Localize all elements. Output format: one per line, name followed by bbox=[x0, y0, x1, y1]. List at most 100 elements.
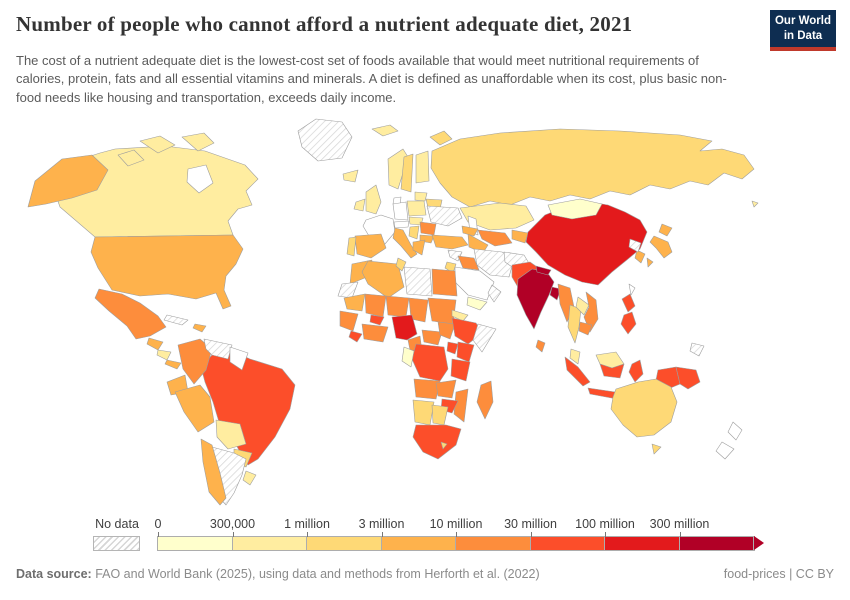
country-peru[interactable] bbox=[174, 384, 215, 433]
country-uruguay[interactable] bbox=[242, 470, 257, 486]
country-cote-divoire-ghana[interactable] bbox=[361, 323, 389, 343]
country-colombia[interactable] bbox=[177, 338, 213, 385]
country-libya[interactable] bbox=[403, 266, 433, 297]
no-data-swatch[interactable] bbox=[93, 536, 140, 551]
country-kyrgyzstan-tajikistan[interactable] bbox=[511, 229, 529, 244]
country-iran[interactable] bbox=[473, 248, 515, 278]
country-south-africa[interactable] bbox=[412, 424, 462, 460]
country-finland[interactable] bbox=[415, 150, 430, 184]
country-kenya[interactable] bbox=[456, 341, 475, 363]
country-north-korea[interactable] bbox=[628, 238, 642, 253]
country-canada[interactable] bbox=[139, 135, 176, 154]
owid-logo[interactable]: Our World in Data bbox=[770, 10, 836, 51]
country-lesotho[interactable] bbox=[440, 441, 448, 450]
country-venezuela[interactable] bbox=[203, 338, 233, 360]
license-link[interactable]: food-prices | CC BY bbox=[723, 567, 834, 581]
country-cambodia[interactable] bbox=[578, 321, 593, 336]
country-mozambique[interactable] bbox=[453, 388, 469, 423]
country-taiwan[interactable] bbox=[628, 283, 636, 296]
country-bangladesh[interactable] bbox=[549, 286, 562, 301]
legend-bin[interactable] bbox=[679, 537, 754, 550]
country-ukraine[interactable] bbox=[426, 205, 463, 227]
country-mauritania[interactable] bbox=[343, 293, 366, 312]
country-switzerland-austria[interactable] bbox=[393, 220, 410, 229]
country-angola[interactable] bbox=[413, 378, 441, 400]
country-brazil[interactable] bbox=[200, 348, 296, 466]
country-ireland[interactable] bbox=[353, 198, 366, 212]
country-south-sudan[interactable] bbox=[437, 321, 456, 340]
country-baltics[interactable] bbox=[414, 191, 428, 202]
country-russia[interactable] bbox=[430, 128, 755, 208]
country-japan[interactable] bbox=[646, 257, 654, 268]
country-mexico[interactable] bbox=[94, 288, 167, 340]
legend-bin[interactable] bbox=[605, 537, 680, 550]
country-canada[interactable] bbox=[117, 149, 145, 167]
country-mali[interactable] bbox=[364, 293, 387, 318]
country-central-african-republic[interactable] bbox=[421, 329, 443, 346]
country-tanzania[interactable] bbox=[450, 358, 471, 382]
country-laos[interactable] bbox=[575, 296, 590, 316]
country-romania[interactable] bbox=[419, 221, 437, 236]
legend-bin[interactable] bbox=[456, 537, 531, 550]
country-greece[interactable] bbox=[412, 239, 426, 256]
country-nepal[interactable] bbox=[535, 265, 552, 276]
country-gabon-congo[interactable] bbox=[401, 346, 415, 368]
country-new-zealand[interactable] bbox=[715, 441, 735, 460]
country-portugal[interactable] bbox=[346, 236, 357, 257]
country-fiji[interactable] bbox=[751, 200, 759, 208]
country-oman[interactable] bbox=[487, 284, 502, 303]
country-philippines[interactable] bbox=[620, 311, 637, 335]
country-greenland[interactable] bbox=[297, 118, 353, 162]
country-sweden[interactable] bbox=[400, 153, 414, 193]
country-turkey[interactable] bbox=[431, 234, 469, 250]
country-vietnam[interactable] bbox=[583, 291, 599, 333]
legend-bin[interactable] bbox=[381, 537, 456, 550]
country-spain[interactable] bbox=[354, 233, 387, 259]
country-nigeria[interactable] bbox=[391, 314, 418, 341]
country-uzbekistan[interactable] bbox=[477, 229, 513, 247]
country-italy[interactable] bbox=[392, 227, 418, 259]
country-solomon[interactable] bbox=[689, 342, 705, 357]
country-tunisia[interactable] bbox=[395, 257, 407, 272]
country-guatemala[interactable] bbox=[146, 337, 164, 351]
country-botswana[interactable] bbox=[431, 404, 449, 426]
country-iraq[interactable] bbox=[457, 255, 480, 271]
country-indonesia-kalimantan[interactable] bbox=[599, 363, 625, 379]
country-caucasus[interactable] bbox=[461, 225, 479, 237]
country-somalia[interactable] bbox=[472, 323, 497, 353]
country-namibia[interactable] bbox=[412, 399, 435, 426]
country-australia-tasmania[interactable] bbox=[651, 443, 662, 455]
country-cuba[interactable] bbox=[163, 314, 189, 326]
country-uk[interactable] bbox=[365, 184, 382, 215]
country-russia[interactable] bbox=[429, 130, 453, 146]
country-syria[interactable] bbox=[447, 249, 463, 262]
country-indonesia-sumatra[interactable] bbox=[564, 356, 591, 387]
legend-bin[interactable] bbox=[530, 537, 605, 550]
country-zambia[interactable] bbox=[435, 379, 457, 399]
country-japan[interactable] bbox=[649, 235, 673, 259]
country-usa[interactable] bbox=[90, 234, 244, 310]
country-germany[interactable] bbox=[392, 201, 409, 221]
country-iceland[interactable] bbox=[342, 169, 359, 183]
country-india[interactable] bbox=[516, 268, 555, 330]
country-chile[interactable] bbox=[200, 438, 227, 506]
legend-bin[interactable] bbox=[232, 537, 307, 550]
country-south-korea[interactable] bbox=[634, 249, 646, 264]
country-drc[interactable] bbox=[411, 343, 449, 382]
country-svalbard[interactable] bbox=[371, 124, 399, 137]
country-australia[interactable] bbox=[610, 378, 678, 438]
country-poland[interactable] bbox=[406, 200, 427, 217]
country-egypt[interactable] bbox=[431, 268, 458, 297]
country-japan[interactable] bbox=[658, 223, 673, 237]
country-mongolia[interactable] bbox=[547, 198, 603, 220]
country-sri-lanka[interactable] bbox=[535, 339, 546, 353]
country-thailand[interactable] bbox=[567, 304, 582, 344]
legend-bin[interactable] bbox=[307, 537, 382, 550]
country-senegal-guinea[interactable] bbox=[339, 310, 359, 332]
country-hispaniola[interactable] bbox=[192, 323, 207, 333]
country-canada[interactable] bbox=[181, 132, 215, 152]
country-chad[interactable] bbox=[408, 297, 429, 323]
country-balkans[interactable] bbox=[408, 225, 420, 240]
country-indonesia-sulawesi[interactable] bbox=[628, 359, 644, 383]
country-madagascar[interactable] bbox=[476, 380, 494, 420]
